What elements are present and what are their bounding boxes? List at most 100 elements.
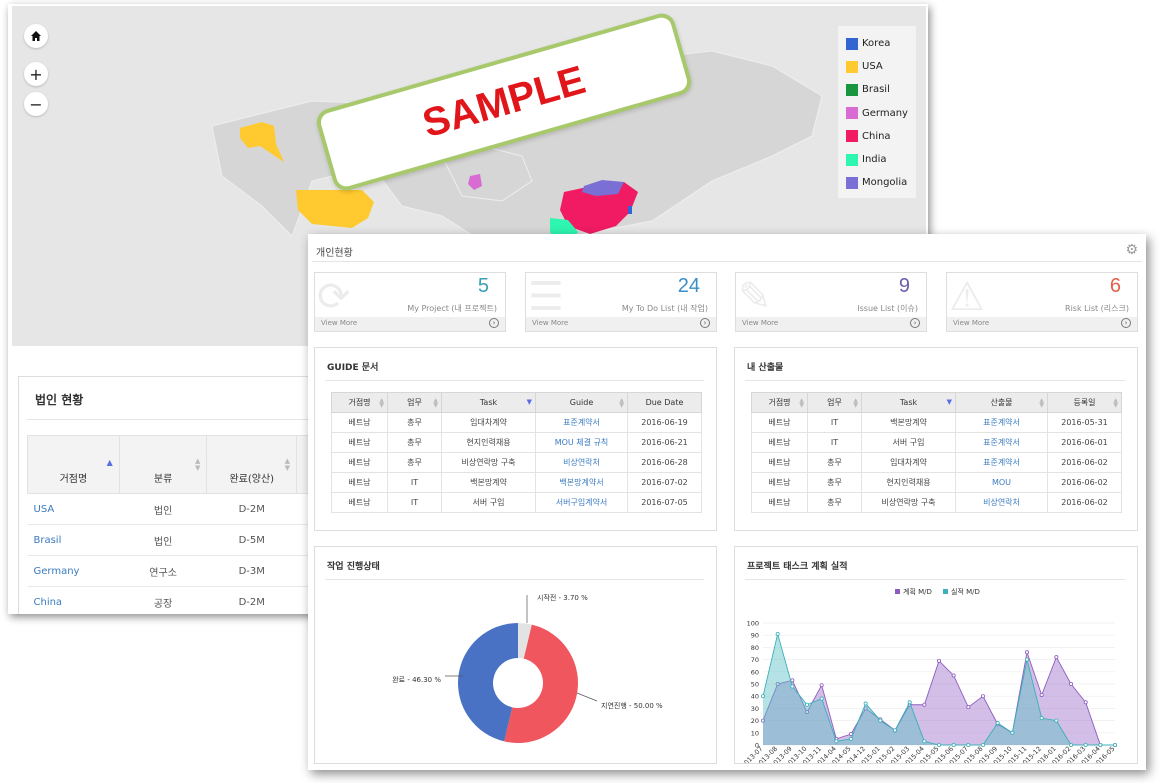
donut-slice[interactable] [504, 624, 578, 743]
table-cell: 임대차계약 [441, 412, 536, 433]
data-point[interactable] [892, 728, 897, 733]
corp-name-link[interactable]: Brasil [27, 524, 120, 556]
data-point[interactable] [775, 631, 780, 636]
view-more-link[interactable]: View More [953, 319, 990, 327]
column-header-label: Task [479, 398, 498, 407]
column-header[interactable]: 산출물 ▲ ▼ [955, 392, 1048, 413]
stat-card-issue[interactable]: ✎ 9 Issue List (이슈) View More › [735, 272, 927, 332]
data-point[interactable] [1024, 657, 1029, 662]
stat-number: 6 [1109, 275, 1121, 297]
column-header[interactable]: 분류 ▲ ▼ [118, 435, 208, 494]
column-header[interactable]: 거점명 ▲ ▼ [751, 392, 808, 413]
corp-name-link[interactable]: China [27, 586, 120, 614]
output-doc-link[interactable]: 표준계약서 [955, 412, 1048, 433]
data-point[interactable] [951, 742, 956, 747]
donut-slice[interactable] [518, 623, 532, 659]
guide-doc-link[interactable]: 비상연락처 [535, 452, 628, 473]
region-germany [468, 174, 482, 190]
data-point[interactable] [1039, 692, 1044, 697]
data-point[interactable] [819, 696, 824, 701]
column-header[interactable]: Task ▼ [441, 392, 536, 413]
legend-swatch [846, 60, 858, 73]
data-point[interactable] [878, 718, 883, 723]
column-header[interactable]: 등록일 ▲ ▼ [1047, 392, 1122, 413]
guide-doc-link[interactable]: 서버구입계약서 [535, 492, 628, 513]
column-header[interactable]: 거점명 ▲ [27, 435, 120, 494]
arrow-right-icon[interactable]: › [700, 318, 710, 328]
data-point[interactable] [966, 705, 971, 710]
output-doc-link[interactable]: MOU [955, 472, 1048, 493]
column-header[interactable]: 업무 ▲ ▼ [807, 392, 862, 413]
corp-name-link[interactable]: Germany [27, 555, 120, 587]
donut-slice[interactable] [458, 623, 518, 742]
data-point[interactable] [936, 742, 941, 747]
column-header[interactable]: Task ▼ [861, 392, 956, 413]
data-point[interactable] [907, 700, 912, 705]
data-point[interactable] [1010, 730, 1015, 735]
table-cell: 베트남 [751, 492, 808, 513]
view-more-link[interactable]: View More [742, 319, 779, 327]
y-tick-label: 90 [751, 632, 759, 640]
data-point[interactable] [834, 739, 839, 744]
data-point[interactable] [1083, 742, 1088, 747]
data-point[interactable] [1098, 742, 1103, 747]
data-point[interactable] [922, 739, 927, 744]
data-point[interactable] [1112, 742, 1117, 747]
data-point[interactable] [790, 684, 795, 689]
map-zoom-out-button[interactable]: − [24, 92, 48, 116]
data-point[interactable] [775, 682, 780, 687]
column-header[interactable]: Guide ▲ ▼ [535, 392, 628, 413]
corp-name-link[interactable]: USA [27, 493, 120, 525]
data-point[interactable] [966, 742, 971, 747]
column-header-label: Due Date [645, 398, 684, 407]
data-point[interactable] [819, 683, 824, 688]
stat-card-project[interactable]: ⟳ 5 My Project (내 프로젝트) View More › [314, 272, 506, 332]
column-header[interactable]: Due Date [627, 392, 702, 413]
gear-icon[interactable]: ⚙ [1125, 242, 1138, 258]
data-point[interactable] [1039, 716, 1044, 721]
guide-doc-link[interactable]: MOU 체결 규칙 [535, 432, 628, 453]
arrow-right-icon[interactable]: › [489, 318, 499, 328]
data-point[interactable] [980, 742, 985, 747]
data-point[interactable] [1054, 718, 1059, 723]
table-cell: IT [807, 432, 862, 453]
map-home-button[interactable] [24, 24, 48, 48]
data-point[interactable] [1068, 682, 1073, 687]
arrow-right-icon[interactable]: › [910, 318, 920, 328]
column-header[interactable]: 업무 ▲ ▼ [387, 392, 442, 413]
stat-card-todo[interactable]: ☰ 24 My To Do List (내 작업) View More › [525, 272, 717, 332]
data-point[interactable] [805, 702, 810, 707]
view-more-link[interactable]: View More [532, 319, 569, 327]
data-point[interactable] [922, 702, 927, 707]
view-more-link[interactable]: View More [321, 319, 358, 327]
data-point[interactable] [1024, 650, 1029, 655]
sort-asc-icon: ▲ [106, 458, 113, 467]
personal-dashboard-card: 개인현황 ⚙ ⟳ 5 My Project (내 프로젝트) View More… [308, 234, 1146, 770]
guide-doc-link[interactable]: 표준계약서 [535, 412, 628, 433]
stat-label: Risk List (리스크) [1065, 304, 1129, 313]
output-doc-link[interactable]: 표준계약서 [955, 432, 1048, 453]
data-point[interactable] [1054, 655, 1059, 660]
output-doc-link[interactable]: 표준계약서 [955, 452, 1048, 473]
data-point[interactable] [1068, 742, 1073, 747]
stat-card-risk[interactable]: ⚠ 6 Risk List (리스크) View More › [946, 272, 1138, 332]
data-point[interactable] [849, 736, 854, 741]
data-point[interactable] [805, 710, 810, 715]
data-point[interactable] [951, 673, 956, 678]
output-doc-link[interactable]: 비상연락처 [955, 492, 1048, 513]
data-point[interactable] [980, 694, 985, 699]
data-point[interactable] [863, 701, 868, 706]
data-point[interactable] [995, 721, 1000, 726]
corp-status-panel: 법인 현황 거점명 ▲ 분류 ▲ ▼ 완료(양산) ▲ ▼ USA 법인 D-2M Brasi… [18, 376, 318, 614]
column-header[interactable]: 거점명 ▲ ▼ [331, 392, 388, 413]
data-point[interactable] [1083, 700, 1088, 705]
arrow-right-icon[interactable]: › [1121, 318, 1131, 328]
column-header[interactable]: 완료(양산) ▲ ▼ [206, 435, 298, 494]
legend-swatch [846, 37, 858, 50]
data-point[interactable] [760, 718, 765, 723]
map-zoom-in-button[interactable]: + [24, 62, 48, 86]
data-point[interactable] [760, 694, 765, 699]
data-point[interactable] [936, 658, 941, 663]
world-map[interactable]: + − Korea USA Brasil Germany China India… [12, 6, 926, 346]
guide-doc-link[interactable]: 백본망계약서 [535, 472, 628, 493]
